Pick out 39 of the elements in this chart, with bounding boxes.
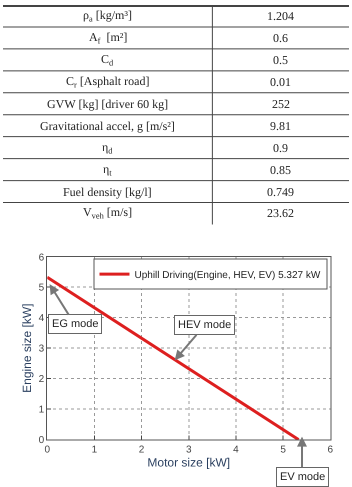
x-tick-label: 5: [280, 444, 286, 456]
y-tick-label: 3: [38, 344, 45, 355]
annotation: HEV mode: [178, 319, 232, 331]
y-tick-label: 2: [38, 374, 45, 386]
text: 23.62: [267, 206, 294, 220]
text: 0.01: [270, 75, 291, 89]
y-tick-label: 1: [38, 404, 45, 416]
text: 252: [272, 97, 290, 111]
y-tick-label: 6: [38, 252, 45, 264]
x-tick-label: 1: [92, 444, 98, 456]
annotation: EV mode: [280, 471, 326, 483]
text: 0.749: [267, 185, 294, 199]
y-tick-label: 4: [38, 313, 45, 324]
y-tick-label: 5: [38, 282, 45, 294]
text: 0.9: [273, 141, 288, 155]
category-label: ρ$_{a}$ [kg/m³]: [83, 8, 132, 24]
text: 0.6: [273, 31, 288, 45]
text: 0.5: [273, 53, 288, 67]
x-tick-label: 2: [138, 444, 145, 456]
annotation: EG mode: [52, 318, 98, 330]
category-label: Gravitational accel, g [m/s²]: [40, 119, 175, 133]
category-label: C$_{r}$ [Asphalt road]: [66, 74, 150, 90]
text: 1.204: [267, 9, 294, 23]
x-tick-label: 6: [328, 444, 334, 456]
category-label: η$_{t}$: [103, 162, 112, 178]
y-tick-label: 0: [38, 435, 45, 446]
category-label: GVW [kg] [driver 60 kg]: [47, 97, 168, 111]
category-label: C$_{d}$: [101, 52, 114, 68]
text: 0.85: [270, 163, 291, 177]
x-tick-label: 4: [233, 444, 240, 456]
y-axis-title: Engine size [kW]: [20, 304, 34, 393]
category-label: η$_{d}$: [102, 140, 114, 156]
x-tick-label: 3: [186, 444, 192, 456]
category-label: Fuel density [kg/l]: [63, 185, 152, 199]
text: 9.81: [270, 119, 291, 133]
category-label: A$_{f}$ [m²]: [89, 30, 128, 46]
legend-label: Uphill Driving(Engine, HEV, EV) 5.327 kW: [134, 270, 321, 281]
category-label: V$_{veh}$ [m/s]: [83, 205, 132, 221]
x-axis-title: Motor size [kW]: [147, 456, 230, 470]
